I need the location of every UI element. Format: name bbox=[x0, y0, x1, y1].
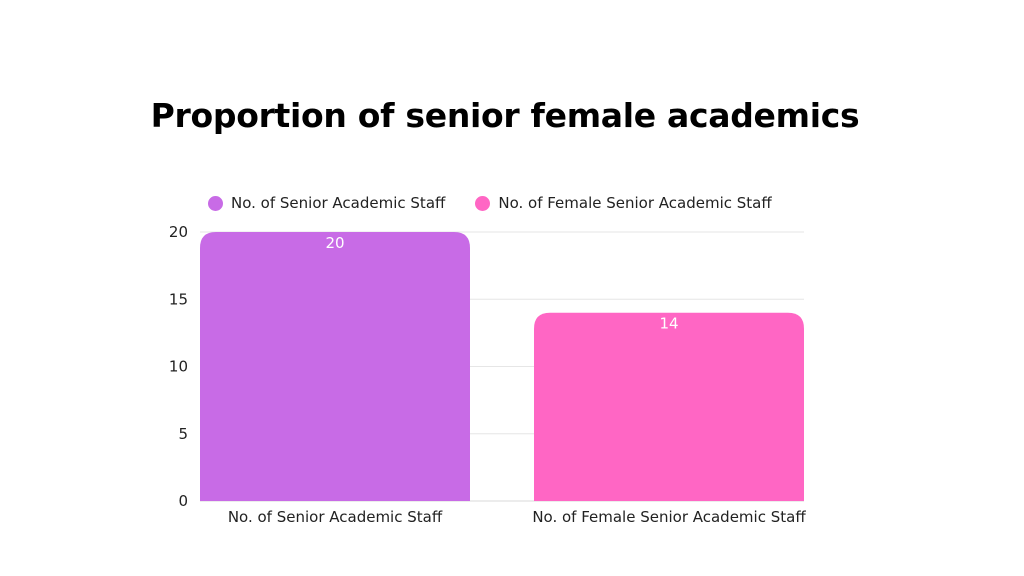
legend-item-senior-staff: No. of Senior Academic Staff bbox=[208, 194, 445, 212]
legend-swatch-female-senior-staff bbox=[475, 195, 491, 211]
legend-item-female-senior-staff: No. of Female Senior Academic Staff bbox=[475, 194, 772, 212]
data-label: 14 bbox=[659, 315, 678, 333]
x-tick-label: No. of Senior Academic Staff bbox=[228, 508, 443, 526]
y-tick-label: 5 bbox=[178, 425, 188, 443]
legend-label-female-senior-staff: No. of Female Senior Academic Staff bbox=[498, 194, 772, 212]
chart-legend: No. of Senior Academic Staff No. of Fema… bbox=[208, 191, 802, 215]
y-tick-label: 15 bbox=[169, 290, 188, 308]
y-tick-label: 0 bbox=[178, 492, 188, 510]
y-tick-label: 10 bbox=[169, 358, 188, 376]
legend-swatch-senior-staff bbox=[208, 195, 223, 211]
x-tick-label: No. of Female Senior Academic Staff bbox=[532, 508, 806, 526]
chart-title: Proportion of senior female academics bbox=[150, 96, 860, 135]
bar bbox=[534, 312, 804, 501]
y-tick-label: 20 bbox=[169, 223, 188, 241]
bar bbox=[200, 232, 470, 501]
legend-label-senior-staff: No. of Senior Academic Staff bbox=[231, 194, 446, 212]
data-label: 20 bbox=[325, 234, 344, 252]
